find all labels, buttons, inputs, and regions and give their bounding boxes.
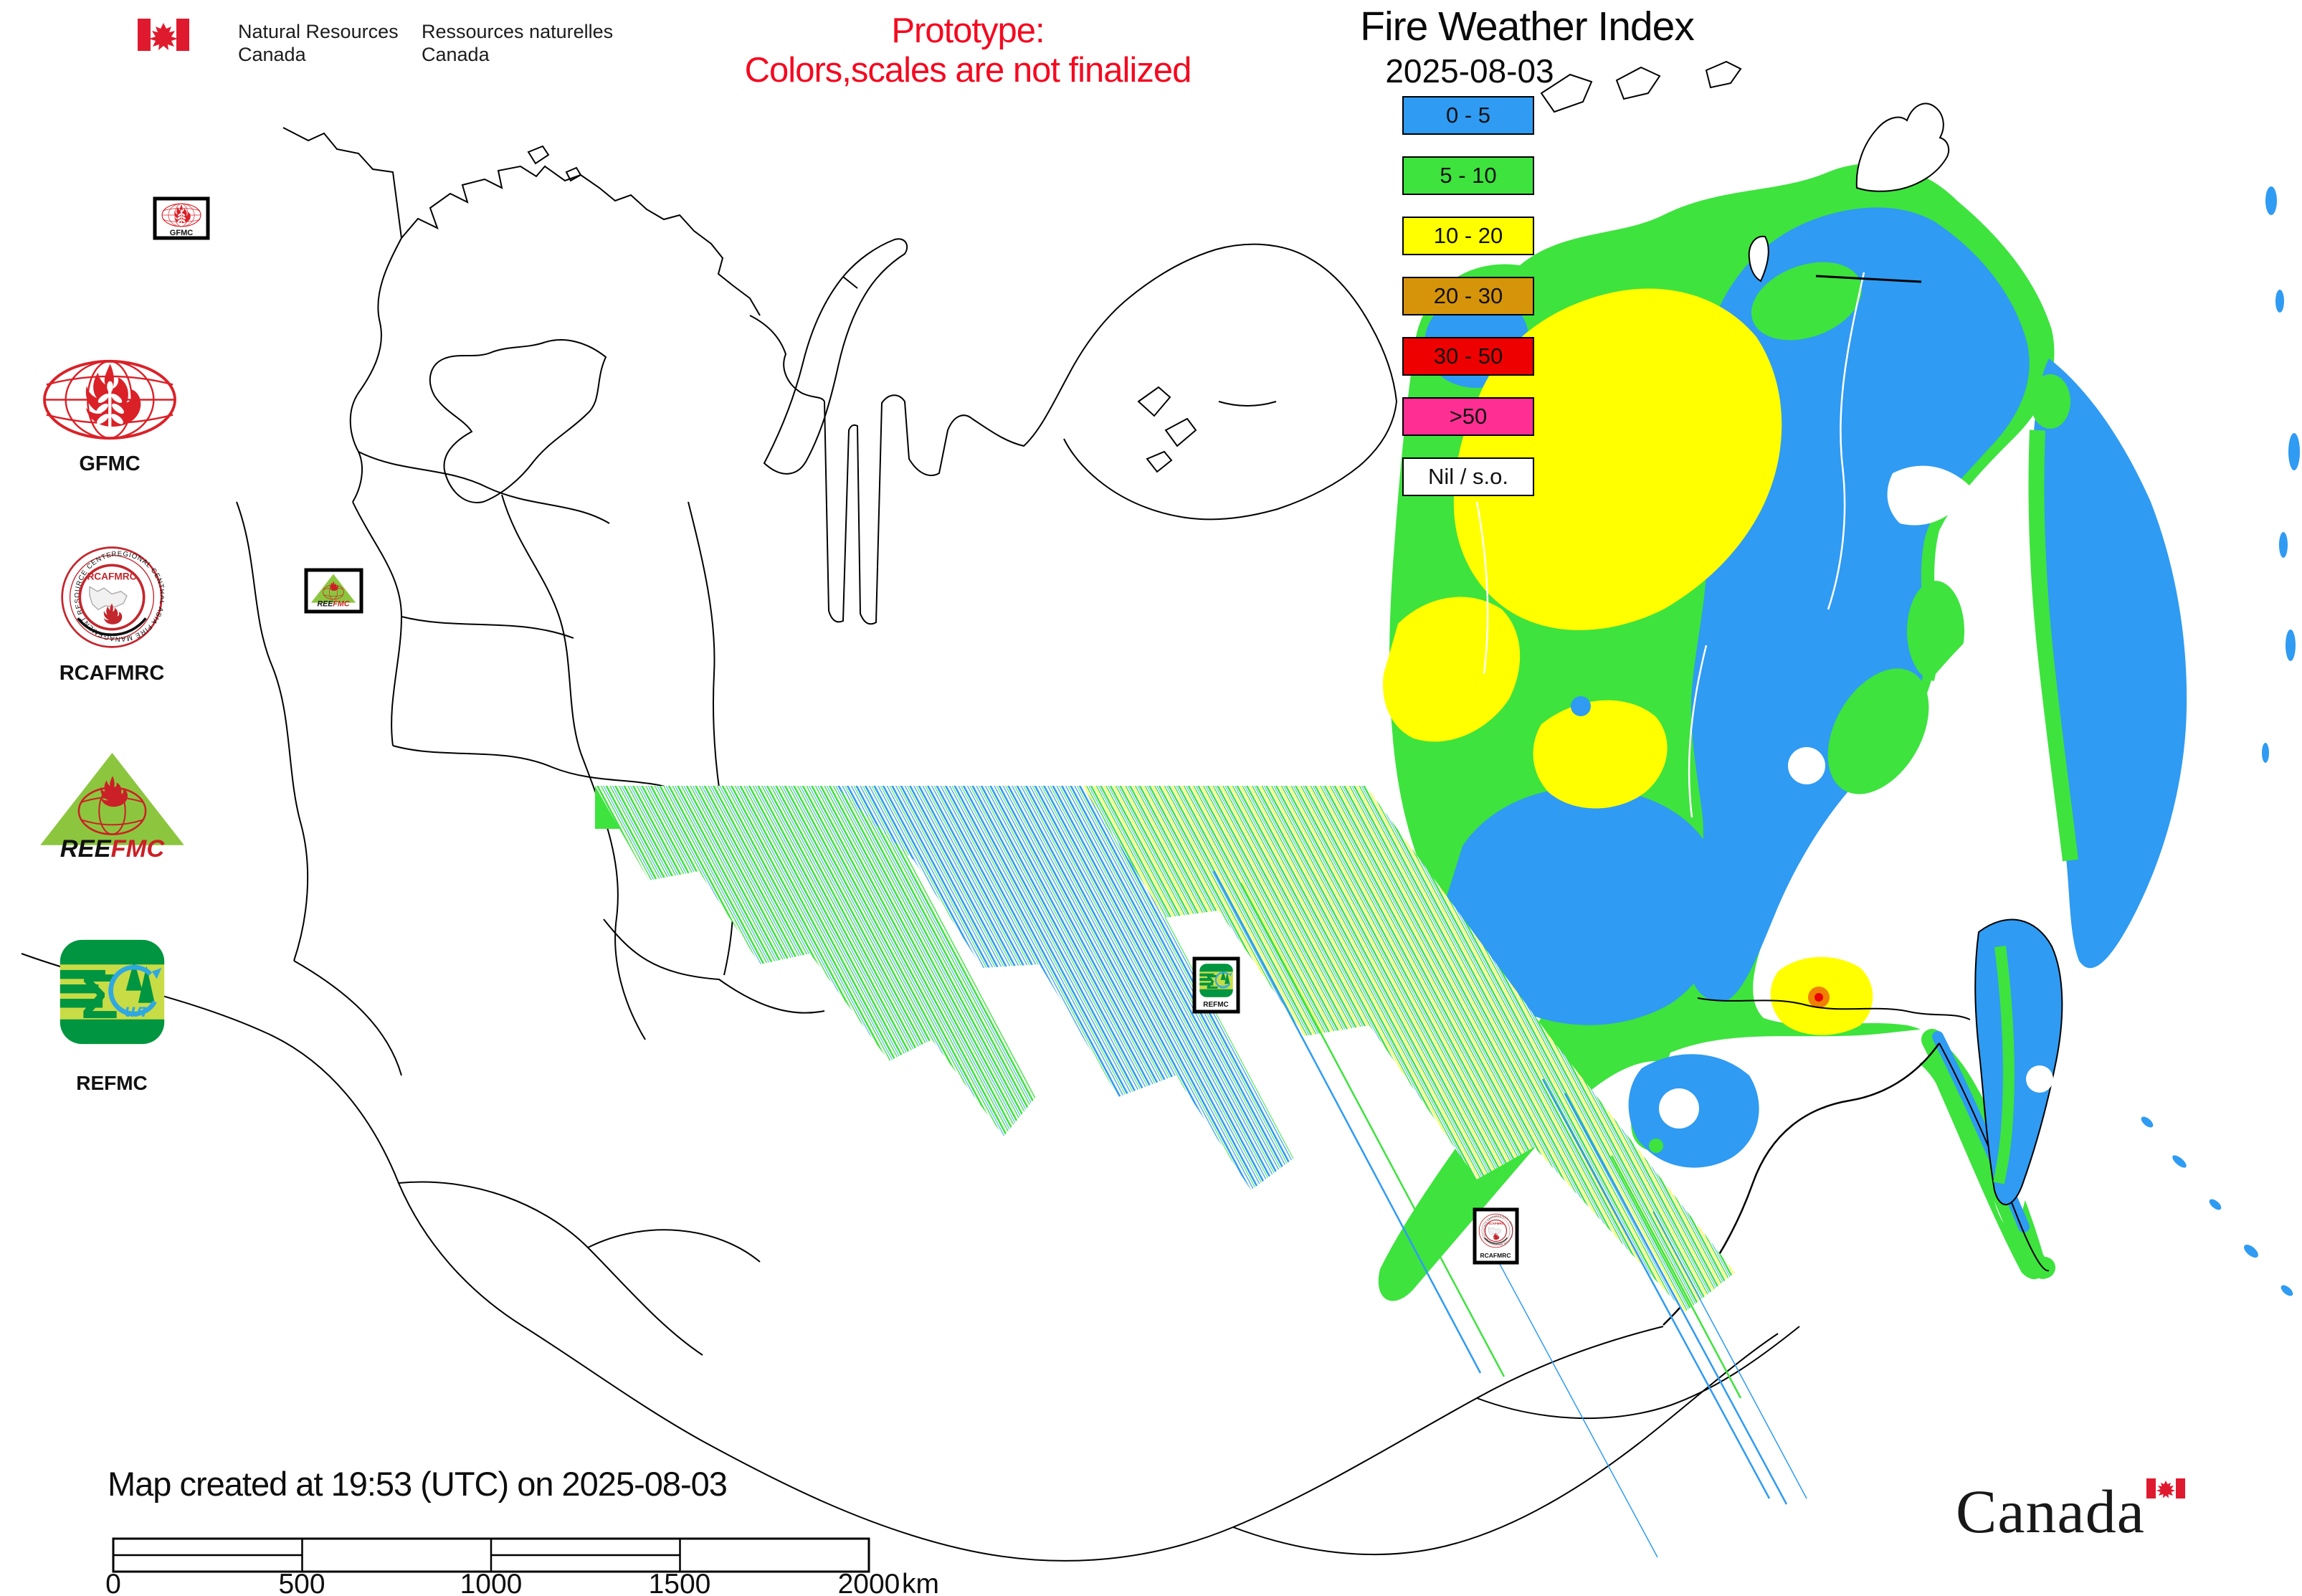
agency-en-line1: Natural Resources: [238, 21, 399, 42]
agency-en-line2: Canada: [238, 44, 306, 65]
sidebar-logos: GFMC RCAFMRC REFMC: [40, 361, 184, 1094]
map-created-timestamp: Map created at 19:53 (UTC) on 2025-08-03: [108, 1465, 728, 1503]
map-marker-refmc-label: REFMC: [1203, 1001, 1229, 1009]
refmc-logo: [60, 940, 164, 1044]
legend-label: 0 - 5: [1445, 103, 1491, 128]
canada-flag-icon: [138, 19, 189, 51]
map-outlines-west: [21, 127, 1800, 1562]
canada-wordmark: Canada: [1956, 1477, 2145, 1546]
legend-item-10-20: 10 - 20: [1402, 217, 1534, 255]
page-title: Fire Weather Index: [1360, 4, 1695, 49]
legend-label: >50: [1449, 404, 1488, 429]
refmc-label: REFMC: [76, 1072, 148, 1094]
scale-tick-500: 500: [278, 1569, 325, 1596]
nrcan-signature: [138, 19, 189, 54]
legend-item-30-50: 30 - 50: [1402, 337, 1534, 376]
legend-label: 10 - 20: [1433, 223, 1503, 248]
scale-unit: km: [902, 1569, 939, 1596]
agency-name-fr: Ressources naturelles Canada: [422, 20, 613, 66]
reefmc-logo: [40, 753, 184, 863]
prototype-warning: Prototype: Colors,scales are not finaliz…: [609, 11, 1326, 91]
rcafmrc-logo: [57, 539, 166, 647]
scale-bar: 0 500 1000 1500 2000 km: [105, 1537, 939, 1596]
agency-fr-line1: Ressources naturelles: [422, 21, 614, 42]
gfmc-logo: [44, 361, 175, 438]
agency-fr-line2: Canada: [422, 44, 490, 65]
map-marker-rcafmrc-label: RCAFMRC: [1480, 1252, 1511, 1259]
map-marker-rcafmrc: RCAFMRC: [1473, 1207, 1519, 1265]
gfmc-label: GFMC: [79, 452, 140, 475]
rcafmrc-label: RCAFMRC: [60, 662, 165, 685]
legend-label: 30 - 50: [1433, 343, 1503, 369]
legend-item-20-30: 20 - 30: [1402, 277, 1534, 315]
map-marker-gfmc-label: GFMC: [170, 229, 193, 237]
map-marker-reefmc: [304, 568, 363, 614]
legend-item-gt50: >50: [1402, 397, 1534, 436]
legend-label: 20 - 30: [1433, 283, 1503, 308]
prototype-line1: Prototype:: [891, 11, 1045, 50]
map-date: 2025-08-03: [1385, 52, 1554, 90]
legend-item-0-5: 0 - 5: [1402, 96, 1534, 135]
scale-tick-1500: 1500: [649, 1569, 711, 1596]
legend-item-5-10: 5 - 10: [1402, 156, 1534, 195]
legend-label: Nil / s.o.: [1428, 464, 1508, 489]
map-marker-refmc: REFMC: [1192, 956, 1240, 1014]
scale-tick-0: 0: [105, 1569, 121, 1596]
scale-tick-1000: 1000: [460, 1569, 523, 1596]
legend-label: 5 - 10: [1440, 163, 1497, 188]
legend-item-nil: Nil / s.o.: [1402, 457, 1534, 496]
fwi-region: [1378, 60, 2300, 1326]
scale-tick-2000: 2000: [838, 1569, 900, 1596]
map-marker-gfmc: GFMC: [153, 196, 210, 240]
streak-artifact-band: [595, 786, 1807, 1558]
prototype-line2: Colors,scales are not finalized: [744, 51, 1192, 90]
agency-name-en: Natural Resources Canada: [238, 20, 399, 66]
canada-wordmark-flag-icon: [2146, 1478, 2185, 1498]
